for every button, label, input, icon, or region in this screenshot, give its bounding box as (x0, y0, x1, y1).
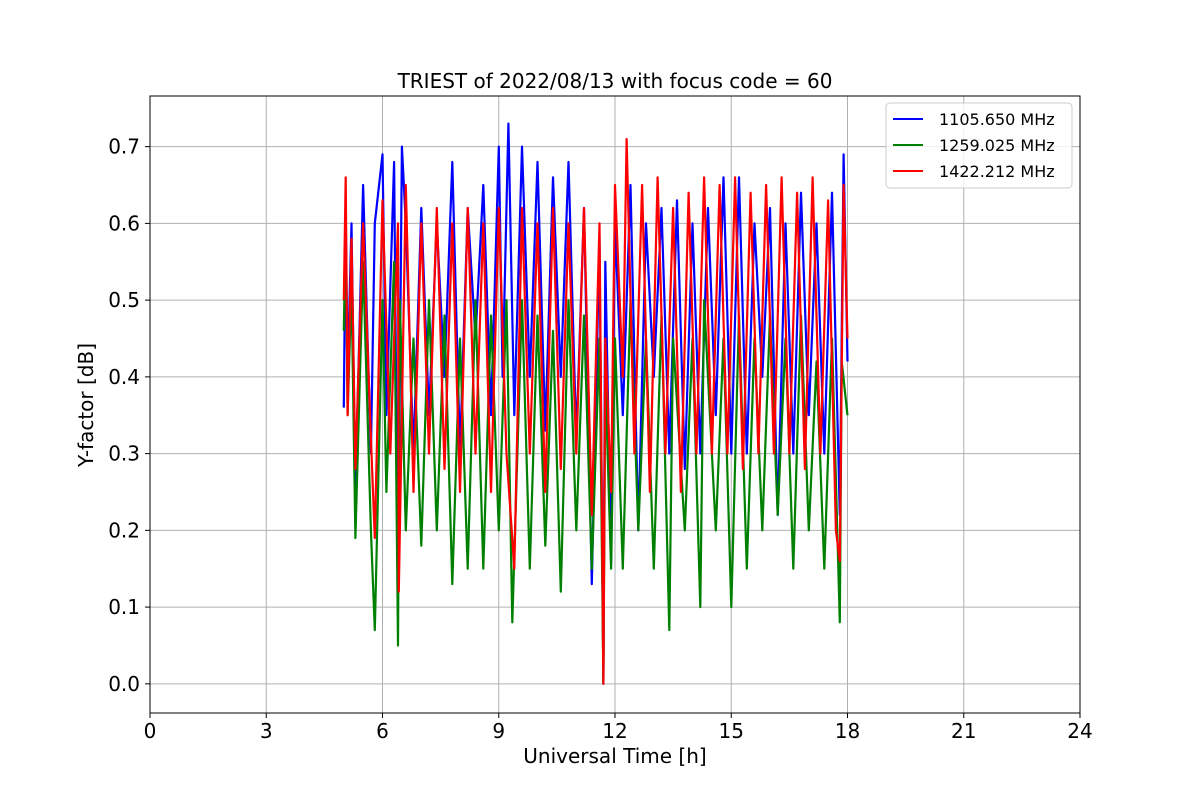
plot-area (342, 122, 849, 685)
series-line-3 (342, 137, 849, 685)
legend-label: 1105.650 MHz (939, 110, 1055, 129)
y-tick-label: 0.1 (108, 595, 140, 619)
y-axis-label: Y-factor [dB] (74, 343, 98, 468)
y-tick-label: 0.0 (108, 672, 140, 696)
x-tick-label: 0 (144, 719, 157, 743)
series-line-2 (342, 222, 849, 685)
x-tick-label: 9 (492, 719, 505, 743)
legend-label: 1422.212 MHz (939, 162, 1055, 181)
x-tick-label: 15 (719, 719, 744, 743)
legend-box (885, 102, 1073, 189)
legend: 1105.650 MHz 1259.025 MHz 1422.212 MHz (885, 102, 1073, 189)
y-tick-label: 0.2 (108, 518, 140, 542)
x-axis-label: Universal Time [h] (523, 744, 706, 768)
x-tick-label: 6 (376, 719, 389, 743)
x-tick-label: 3 (260, 719, 273, 743)
chart-title: TRIEST of 2022/08/13 with focus code = 6… (397, 69, 833, 93)
y-tick-label: 0.3 (108, 442, 140, 466)
y-tick-label: 0.6 (108, 211, 140, 235)
legend-label: 1259.025 MHz (939, 136, 1055, 155)
x-tick-label: 24 (1067, 719, 1092, 743)
y-axis: 0.0 0.1 0.2 0.3 0.4 0.5 0.6 0.7 (108, 135, 150, 696)
y-tick-label: 0.5 (108, 288, 140, 312)
y-tick-label: 0.4 (108, 365, 140, 389)
y-tick-label: 0.7 (108, 135, 140, 159)
x-tick-label: 18 (835, 719, 860, 743)
x-tick-label: 21 (951, 719, 976, 743)
x-tick-label: 12 (602, 719, 627, 743)
x-axis: 0 3 6 9 12 15 18 21 24 (144, 713, 1093, 743)
